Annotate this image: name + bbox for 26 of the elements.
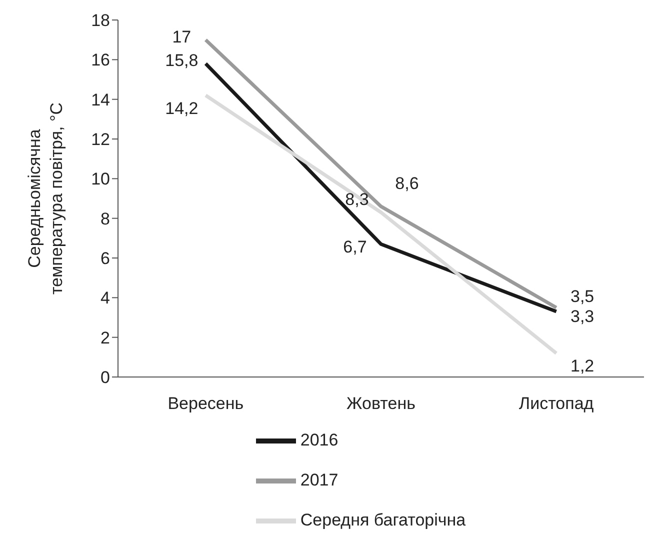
data-label: 6,7: [343, 238, 367, 257]
y-tick-label: 14: [91, 90, 110, 110]
y-tick-label: 2: [100, 328, 110, 348]
legend-label: 2017: [300, 470, 338, 490]
data-label: 14,2: [165, 98, 198, 118]
y-tick-label: 10: [91, 170, 110, 189]
data-label: 8,3: [345, 190, 369, 209]
x-tick-label: Жовтень: [346, 394, 416, 414]
y-tick-label: 12: [91, 130, 110, 150]
y-tick-label: 0: [100, 368, 110, 388]
data-label: 3,5: [570, 287, 594, 306]
data-label: 15,8: [165, 51, 198, 70]
x-tick-label: Листопад: [518, 394, 594, 414]
data-label: 17: [172, 27, 192, 46]
data-label: 1,2: [570, 356, 594, 376]
y-tick-label: 8: [100, 209, 110, 228]
y-tick-label: 16: [91, 50, 110, 70]
y-axis-title: Середньомісячна температура повітря, °C: [25, 102, 66, 295]
y-tick-label: 4: [100, 288, 110, 308]
y-tick-label: 18: [91, 11, 110, 30]
x-tick-label: Вересень: [168, 394, 244, 414]
legend-label: 2016: [300, 430, 338, 450]
y-tick-label: 6: [100, 249, 110, 268]
data-label: 3,3: [570, 307, 594, 326]
legend-label: Середня багаторічна: [300, 510, 466, 530]
data-label: 8,6: [395, 174, 419, 193]
